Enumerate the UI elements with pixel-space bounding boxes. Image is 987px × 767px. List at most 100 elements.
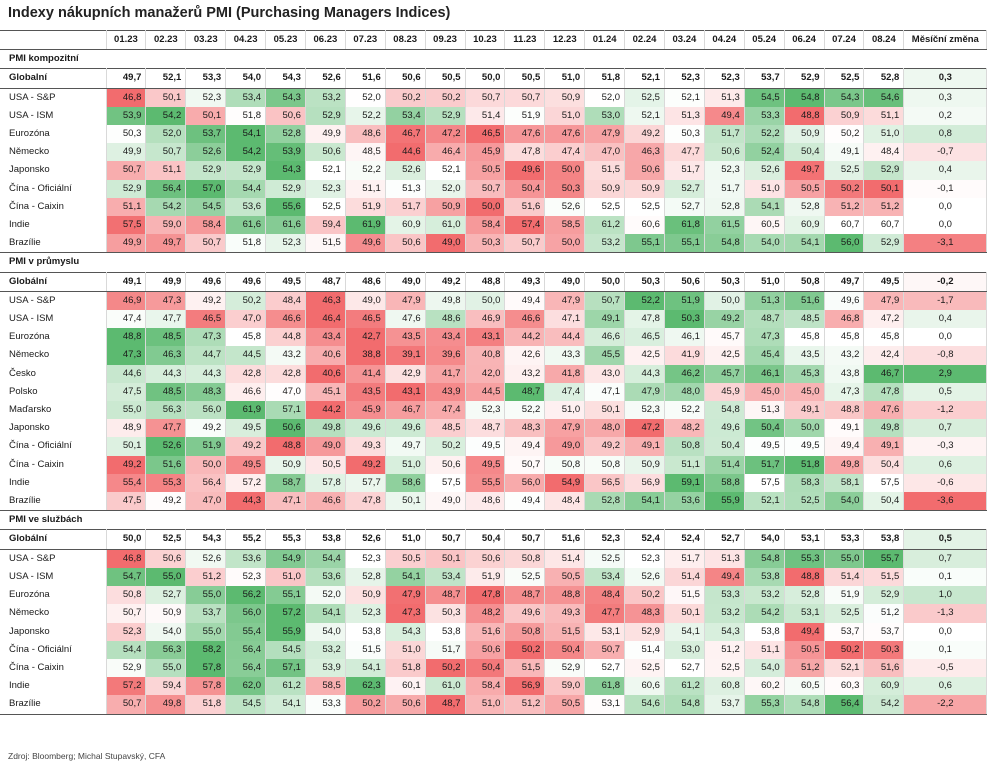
value-cell: 48,8 [106, 328, 147, 347]
value-cell: 49,8 [863, 419, 905, 438]
table-row: Japonsko 50,7 51,1 52,9 52,9 54,3 52,1 52,2 52,6… [0, 161, 987, 180]
value-cell: 47,7 [584, 604, 626, 623]
value-cell: 55,1 [664, 234, 705, 254]
value-cell: 47,8 [624, 310, 665, 329]
change-cell: 1,0 [903, 586, 987, 605]
value-cell: 46,9 [465, 310, 506, 329]
value-cell: 50,2 [504, 640, 546, 659]
value-cell: 50,0 [544, 161, 586, 180]
value-cell: 45,5 [584, 346, 626, 365]
value-cell: 52,6 [624, 567, 665, 587]
value-cell: 46,3 [145, 346, 187, 365]
value-cell: 52,7 [664, 179, 705, 198]
value-cell: 48,7 [425, 586, 466, 605]
value-cell: 50,3 [863, 640, 905, 659]
value-cell: 53,2 [744, 586, 785, 605]
month-header: 06.23 [305, 29, 346, 51]
row-label: Japonsko [0, 419, 107, 438]
value-cell: 48,2 [465, 604, 506, 623]
global-row: Globální 50,0 52,5 54,3 55,2 55,3 53,8 52,6 51,0… [0, 529, 987, 550]
value-cell: 50,2 [624, 586, 665, 605]
change-cell: 0,8 [903, 125, 987, 144]
value-cell: 50,4 [504, 179, 546, 198]
value-cell: 42,6 [504, 346, 546, 365]
value-cell: 52,3 [225, 567, 267, 587]
value-cell: 50,5 [425, 68, 466, 89]
value-cell: 52,0 [425, 179, 466, 198]
value-cell: 51,7 [664, 161, 705, 180]
value-cell: 51,6 [544, 529, 586, 550]
value-cell: 57,2 [225, 473, 267, 493]
value-cell: 46,6 [265, 310, 306, 329]
value-cell: 45,7 [704, 364, 745, 383]
value-cell: 55,0 [185, 622, 227, 641]
value-cell: 47,9 [544, 419, 586, 438]
value-cell: 50,0 [185, 455, 227, 474]
row-label: Čína - Oficiální [0, 437, 107, 456]
value-cell: 49,5 [784, 437, 825, 456]
value-cell: 52,9 [624, 622, 665, 641]
change-cell: -1,2 [903, 401, 987, 420]
value-cell: 51,7 [744, 455, 785, 474]
change-cell: -3,6 [903, 492, 987, 512]
value-cell: 45,4 [744, 346, 785, 365]
value-cell: 49,4 [504, 437, 546, 456]
header-corner [0, 29, 107, 51]
value-cell: 52,3 [704, 161, 745, 180]
value-cell: 60,7 [863, 216, 905, 235]
table-row: Německo 49,9 50,7 52,6 54,2 53,9 50,6 48,5 44,6 4… [0, 143, 987, 162]
value-cell: 53,1 [784, 529, 825, 550]
value-cell: 50,2 [824, 125, 865, 144]
row-label: Německo [0, 346, 107, 365]
value-cell: 53,1 [584, 695, 626, 715]
value-cell: 49,4 [704, 567, 745, 587]
value-cell: 51,0 [744, 179, 785, 198]
value-cell: 48,7 [504, 586, 546, 605]
value-cell: 52,8 [265, 125, 306, 144]
value-cell: 49,6 [504, 161, 546, 180]
value-cell: 54,8 [664, 695, 705, 715]
value-cell: 61,8 [584, 677, 626, 696]
value-cell: 49,1 [106, 271, 147, 292]
row-label: Maďarsko [0, 401, 107, 420]
value-cell: 49,2 [185, 291, 227, 311]
value-cell: 48,5 [425, 419, 466, 438]
change-cell: -0,6 [903, 473, 987, 493]
value-cell: 50,2 [425, 437, 466, 456]
value-cell: 41,4 [345, 364, 386, 383]
row-label: Čína - Caixin [0, 455, 107, 474]
value-cell: 44,2 [305, 401, 346, 420]
value-cell: 52,3 [624, 549, 665, 568]
value-cell: 51,1 [744, 640, 785, 659]
value-cell: 58,5 [544, 216, 586, 235]
month-header: 01.24 [584, 29, 626, 51]
value-cell: 49,8 [425, 291, 466, 311]
value-cell: 59,0 [544, 677, 586, 696]
change-cell: -3,1 [903, 234, 987, 254]
value-cell: 52,8 [784, 197, 825, 217]
month-header: 04.23 [225, 29, 267, 51]
value-cell: 48,7 [465, 419, 506, 438]
value-cell: 50,5 [305, 455, 346, 474]
change-cell: -0,7 [903, 143, 987, 162]
value-cell: 43,1 [465, 328, 506, 347]
value-cell: 50,3 [664, 310, 705, 329]
value-cell: 47,6 [504, 125, 546, 144]
value-cell: 57,7 [345, 473, 386, 493]
change-cell: 0,0 [903, 216, 987, 235]
value-cell: 55,4 [225, 622, 267, 641]
value-cell: 52,3 [664, 68, 705, 89]
value-cell: 51,3 [664, 106, 705, 126]
value-cell: 50,7 [465, 88, 506, 107]
row-label: USA - ISM [0, 310, 107, 329]
value-cell: 48,7 [425, 695, 466, 715]
row-label: Česko [0, 364, 107, 383]
value-cell: 50,7 [106, 161, 147, 180]
value-cell: 57,5 [106, 216, 147, 235]
value-cell: 49,2 [225, 437, 267, 456]
table-row: Brazílie 47,5 49,2 47,0 44,3 47,1 46,6 47,8 50,1… [0, 492, 987, 512]
value-cell: 43,8 [824, 364, 865, 383]
value-cell: 52,8 [863, 68, 905, 89]
value-cell: 51,4 [465, 106, 506, 126]
value-cell: 52,0 [584, 88, 626, 107]
